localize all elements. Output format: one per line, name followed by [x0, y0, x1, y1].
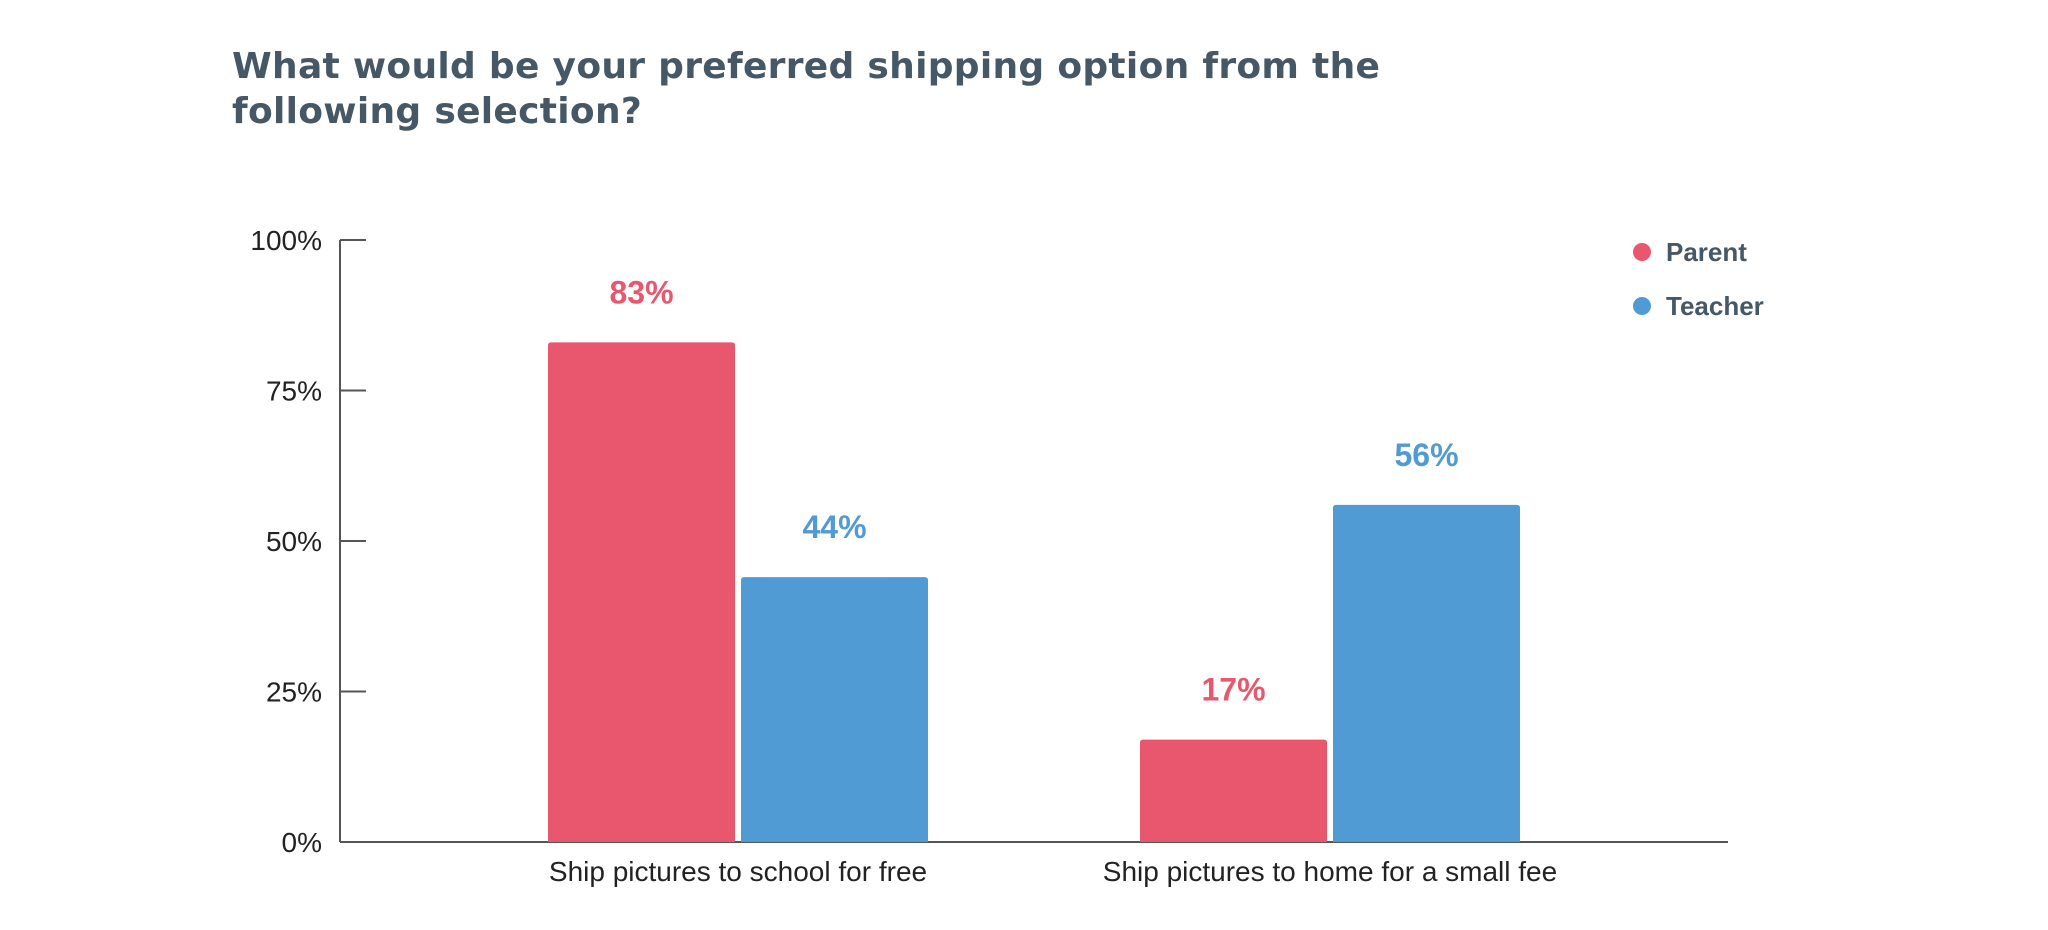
chart-title-line-1: What would be your preferred shipping op… [232, 46, 1381, 87]
chart-title-line-2: following selection? [232, 91, 643, 132]
chart-axes: 0% 25% 50% 75% 100% Ship pictures to school f… [250, 225, 1728, 887]
chart-data-labels: 83% 17% 44% 56% [609, 274, 1458, 707]
bar-parent [1140, 739, 1327, 842]
x-category-label: Ship pictures to home for a small fee [1103, 856, 1557, 887]
chart-bars [548, 342, 1520, 842]
y-tick-label: 0% [282, 827, 322, 858]
y-tick-label: 50% [266, 526, 322, 557]
data-label-teacher: 44% [802, 509, 866, 545]
y-tick-label: 100% [250, 225, 322, 256]
data-label-parent: 83% [609, 274, 673, 310]
legend-label-teacher: Teacher [1666, 291, 1764, 321]
chart-title: What would be your preferred shipping op… [232, 44, 1432, 134]
bar-teacher [1333, 504, 1520, 842]
legend-marker-teacher [1633, 297, 1651, 315]
bar-parent [548, 342, 735, 842]
x-category-label: Ship pictures to school for free [549, 856, 927, 887]
data-label-parent: 17% [1201, 672, 1265, 708]
legend-marker-parent [1633, 243, 1651, 261]
data-label-teacher: 56% [1394, 437, 1458, 473]
chart-legend: Parent Teacher [1633, 237, 1764, 321]
y-tick-label: 25% [266, 677, 322, 708]
y-tick-label: 75% [266, 376, 322, 407]
bar-teacher [741, 577, 928, 842]
legend-label-parent: Parent [1666, 237, 1747, 267]
